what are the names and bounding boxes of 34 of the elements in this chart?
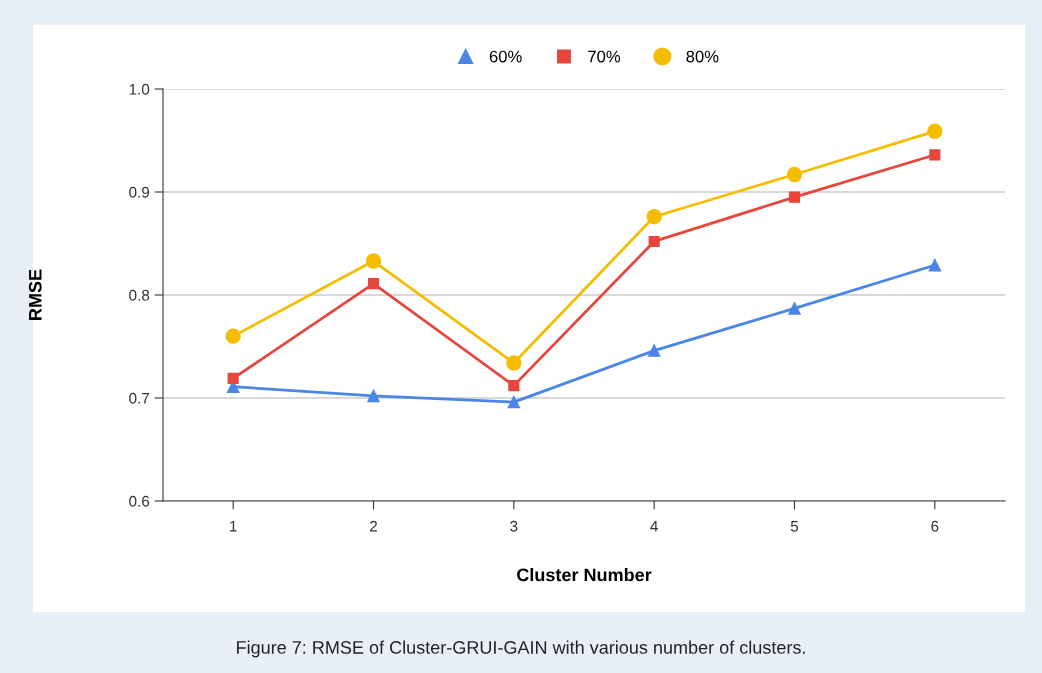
y-tick-label: 0.6 [129,495,150,507]
x-tick-label: 4 [650,521,658,532]
point [225,328,241,344]
x-tick-label: 1 [230,521,237,532]
y-axis-title: RMSE [28,269,42,320]
legend-label: 80% [686,50,719,63]
point [507,395,521,409]
y-tick-label: 1.0 [129,83,150,95]
legend-label: 70% [588,50,621,63]
point [648,235,660,247]
point [786,166,803,183]
point [929,149,941,161]
x-tick-label: 2 [370,520,377,532]
point [227,372,239,384]
caption: Figure 7: RMSE of Cluster-GRUI-GAIN with various number of clusters. [237,640,805,658]
point [788,191,801,203]
x-tick-label: 5 [790,521,799,532]
point [647,344,661,357]
point [367,389,380,403]
y-tick-label: 0.9 [129,186,150,198]
x-tick-label: 3 [510,520,518,532]
point [928,258,942,272]
point [788,302,801,315]
point [506,355,522,371]
x-axis-title: Cluster Number [517,568,652,582]
point [365,253,382,269]
legend-label: 60% [489,50,522,63]
point [927,123,943,139]
point [367,278,380,290]
point [646,209,662,225]
point [508,380,520,392]
y-tick-label: 0.8 [129,289,150,301]
y-tick-label: 0.7 [129,392,150,404]
x-tick-label: 6 [931,520,939,532]
